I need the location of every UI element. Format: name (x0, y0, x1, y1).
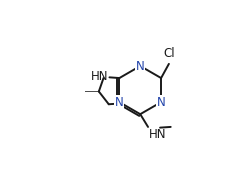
Text: HN: HN (91, 70, 109, 83)
Text: N: N (115, 96, 124, 109)
Text: Cl: Cl (163, 47, 175, 60)
Text: N: N (136, 59, 145, 72)
Text: N: N (157, 96, 166, 109)
Text: HN: HN (149, 128, 166, 141)
